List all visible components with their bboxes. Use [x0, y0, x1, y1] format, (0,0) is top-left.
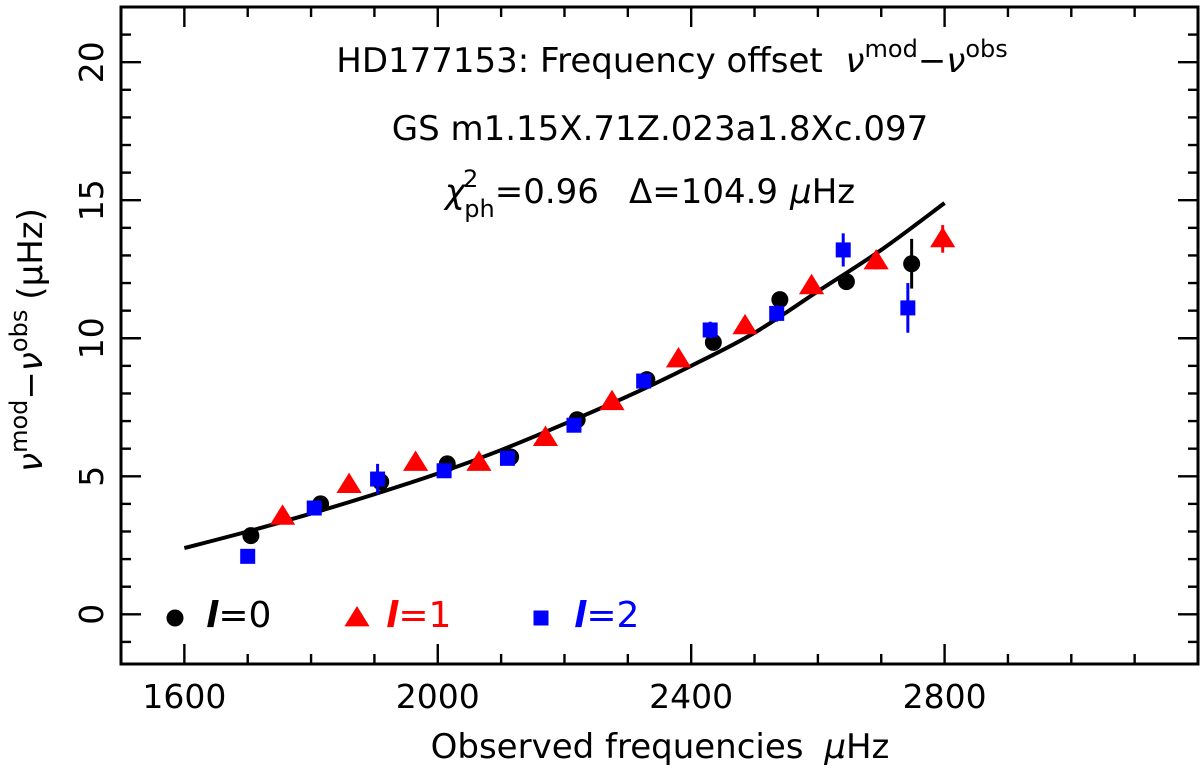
- data-points: [240, 225, 956, 564]
- data-point: [837, 273, 855, 291]
- data-point: [242, 527, 260, 545]
- x-tick-label: 2000: [396, 677, 480, 716]
- legend-marker-l2: [533, 610, 549, 626]
- data-point: [306, 500, 322, 516]
- data-point: [900, 300, 916, 316]
- data-point: [436, 463, 452, 479]
- data-point: [466, 450, 492, 471]
- legend-markers: [166, 606, 549, 627]
- data-point: [336, 472, 362, 493]
- data-point: [835, 242, 851, 258]
- legend-label-l0: l=0: [206, 595, 271, 636]
- legend-marker-l1: [344, 606, 370, 627]
- data-point: [532, 425, 559, 447]
- y-axis-label: νmod−νobs(μHz): [5, 208, 51, 472]
- title-line-1: HD177153: Frequency offset νmod−νobs: [336, 35, 1007, 81]
- data-point: [599, 389, 625, 411]
- y-tick-label: 20: [72, 41, 111, 83]
- data-point: [798, 273, 825, 295]
- data-point: [240, 548, 256, 564]
- data-point: [771, 291, 789, 309]
- legend: l=0 l=1 l=2: [166, 595, 639, 636]
- y-tick-labels: 0 5 10 15 20: [72, 41, 111, 625]
- legend-label-l2: l=2: [574, 595, 639, 636]
- series-l=2: [240, 233, 916, 564]
- series-l=1: [269, 225, 956, 525]
- data-point: [930, 226, 956, 248]
- data-point: [370, 471, 386, 487]
- data-point: [769, 305, 785, 321]
- data-point: [732, 313, 758, 335]
- legend-marker-l0: [166, 609, 184, 627]
- data-point: [636, 373, 652, 389]
- y-tick-label: 10: [72, 317, 111, 359]
- x-tick-labels: 1600 2000 2400 2800: [142, 677, 986, 716]
- model-fit-curve: [183, 201, 946, 550]
- axis-ticks: [119, 5, 1200, 664]
- data-point: [499, 450, 515, 466]
- data-point: [863, 248, 889, 270]
- data-point: [402, 450, 429, 471]
- title-line-3: χ2 ph=0.96 Δ=104.9 μHz: [443, 165, 855, 223]
- x-tick-label: 1600: [142, 677, 226, 716]
- x-axis-label: Observed frequencies μHz: [431, 727, 890, 767]
- x-tick-label: 2800: [903, 677, 987, 716]
- data-point: [702, 322, 718, 338]
- y-tick-label: 0: [72, 604, 111, 625]
- title-line-2: GS m1.15X.71Z.023a1.8Xc.097: [392, 109, 929, 149]
- plot-frame: [119, 5, 1200, 666]
- series-l=0: [242, 238, 921, 545]
- data-point: [269, 504, 296, 525]
- y-tick-label: 5: [72, 466, 111, 487]
- data-point: [903, 255, 921, 273]
- data-point: [665, 346, 692, 368]
- data-point: [566, 417, 582, 433]
- y-tick-label: 15: [72, 179, 111, 221]
- x-tick-label: 2400: [649, 677, 733, 716]
- legend-label-l1: l=1: [386, 595, 451, 636]
